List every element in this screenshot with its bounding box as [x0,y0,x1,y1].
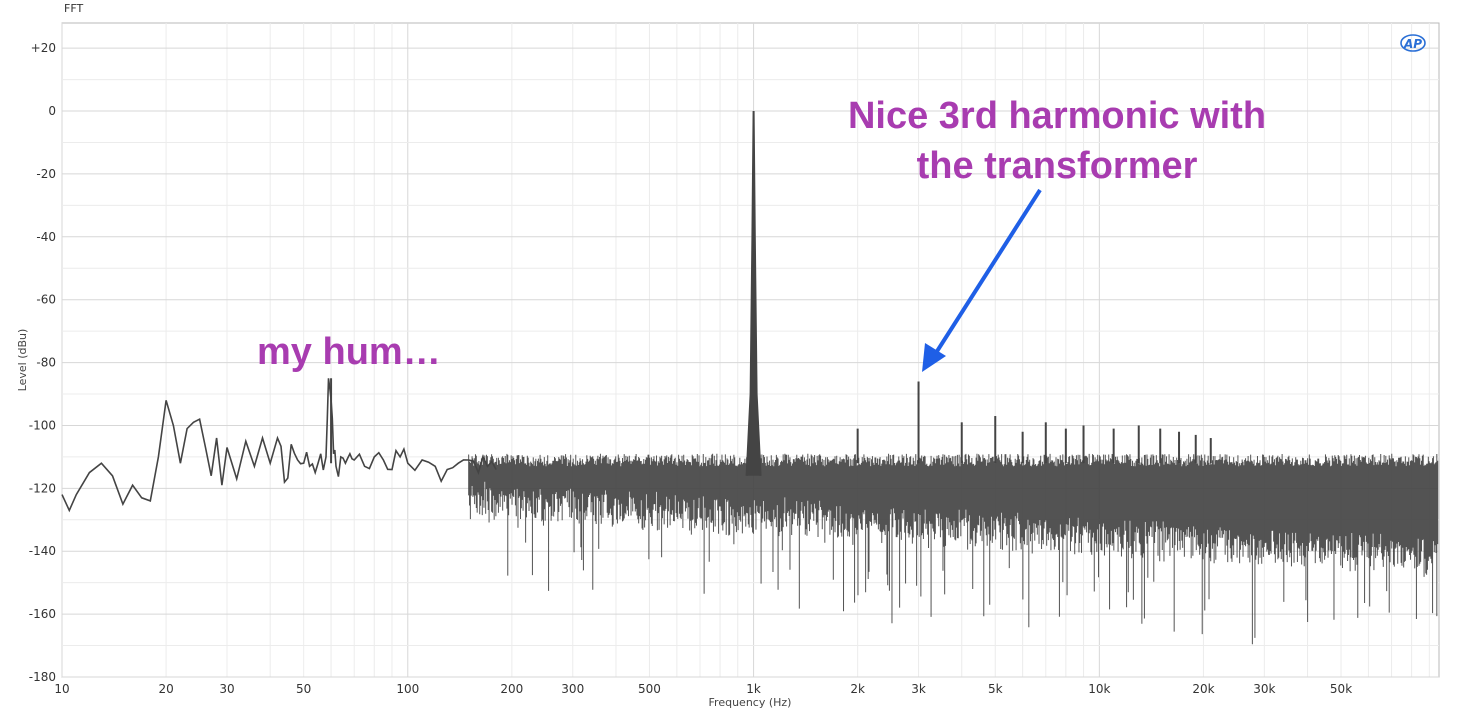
ap-logo: AP [1400,34,1426,52]
y-tick-label: +20 [31,41,56,55]
spectrum-trace [61,378,497,513]
spectral-peaks [330,110,1212,476]
y-tick-label: -20 [36,167,56,181]
x-tick-label: 2k [850,682,865,696]
x-tick-label: 50k [1330,682,1352,696]
y-tick-label: -160 [29,607,56,621]
hum-annotation: my hum… [257,331,441,373]
y-tick-label: -80 [36,356,56,370]
x-tick-label: 20 [158,682,173,696]
panel-title: FFT [64,2,84,15]
x-tick-label: 1k [746,682,761,696]
y-tick-label: 0 [48,104,56,118]
harmonic-annotation-line2: the transformer [917,145,1198,187]
x-axis-label: Frequency (Hz) [709,696,792,709]
noise-floor-strokes [468,453,1439,645]
x-tick-label: 10 [54,682,69,696]
y-axis-label: Level (dBu) [16,329,29,392]
y-tick-label: -120 [29,481,56,495]
x-tick-label: 30k [1253,682,1275,696]
x-tick-label: 30 [219,682,234,696]
x-tick-label: 5k [988,682,1003,696]
x-tick-label: 200 [500,682,523,696]
x-tick-labels: 10 20 30 50 100 200 300 500 1k 2k 3k 5k 10k 20k 30k 50k [54,682,1352,696]
x-tick-label: 50 [296,682,311,696]
x-tick-label: 20k [1192,682,1214,696]
y-tick-label: -180 [29,670,56,684]
harmonic-arrow [922,188,1042,372]
y-tick-labels: +20 0 -20 -40 -60 -80 -100 -120 -140 -160 -180 [29,41,56,684]
x-tick-label: 3k [911,682,926,696]
y-tick-label: -100 [29,418,56,432]
low-frequency-trace [61,378,497,513]
y-tick-label: -40 [36,230,56,244]
x-tick-label: 500 [638,682,661,696]
harmonic-annotation-line1: Nice 3rd harmonic with [848,95,1266,137]
y-tick-label: -140 [29,544,56,558]
x-tick-label: 100 [396,682,419,696]
y-tick-label: -60 [36,293,56,307]
noise-floor [468,453,1439,645]
fundamental-peak [745,110,762,476]
x-tick-label: 300 [561,682,584,696]
logo-text: AP [1403,37,1422,51]
x-tick-label: 10k [1088,682,1110,696]
